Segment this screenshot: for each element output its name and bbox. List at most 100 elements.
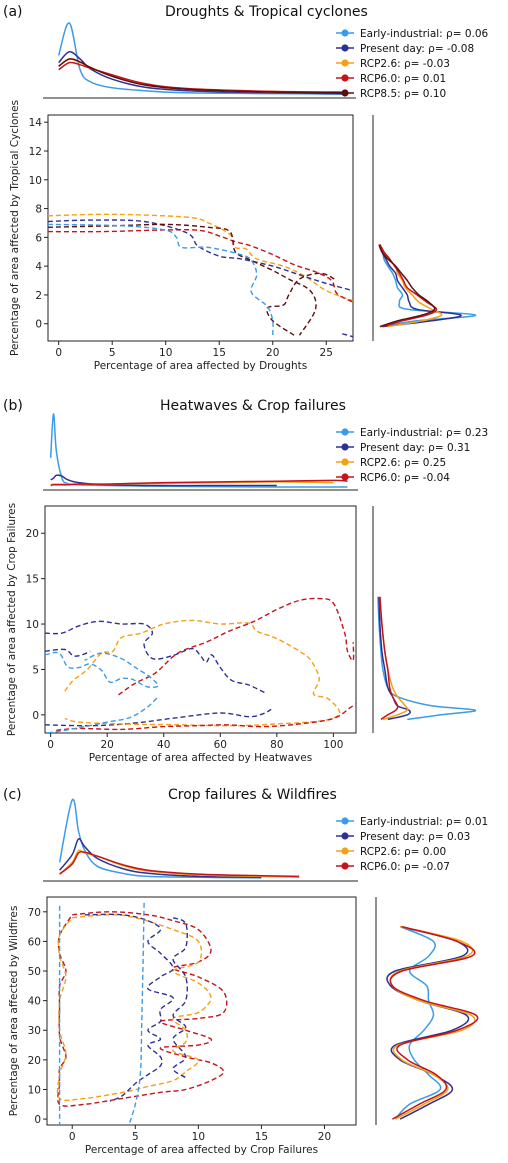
panel-title: Heatwaves & Crop failures — [160, 398, 346, 414]
y-tick-label: 20 — [26, 528, 39, 540]
contour-present — [45, 648, 91, 657]
x-tick-label: 80 — [270, 739, 283, 751]
y-tick-label: 20 — [28, 1055, 41, 1067]
main-plot-frame — [44, 505, 357, 734]
contour-present — [45, 708, 272, 727]
x-tick-label: 100 — [323, 739, 343, 751]
contour-present — [48, 219, 353, 292]
y-tick-label: 6 — [35, 232, 42, 244]
top-density-early — [57, 22, 348, 96]
y-tick-label: 12 — [29, 146, 42, 158]
contour-present — [84, 913, 174, 1102]
legend-marker-early — [341, 29, 349, 37]
legend-label-rcp26: RCP2.6: ρ= 0.25 — [360, 457, 446, 469]
y-tick-label: 8 — [35, 204, 42, 216]
y-axis-label: Percentage of area affected by Wildfires — [8, 906, 20, 1117]
contour-rcp85 — [48, 223, 317, 336]
y-tick-label: 10 — [28, 1084, 41, 1096]
top-density-early — [49, 413, 348, 488]
contour-rcp26 — [48, 213, 353, 302]
x-tick-label: 20 — [266, 347, 279, 359]
legend-label-rcp60: RCP6.0: ρ= -0.07 — [360, 861, 450, 873]
legend-label-rcp60: RCP6.0: ρ= -0.04 — [360, 472, 450, 484]
x-tick-label: 15 — [213, 347, 226, 359]
panel-title: Crop failures & Wildfires — [168, 787, 337, 803]
y-tick-label: 5 — [32, 664, 39, 676]
y-tick-label: 10 — [29, 175, 42, 187]
right-density-rcp60 — [379, 244, 438, 328]
legend-label-early: Early-industrial: ρ= 0.01 — [360, 816, 488, 828]
contour-present — [342, 333, 353, 338]
x-tick-label: 20 — [101, 739, 114, 751]
y-tick-label: 10 — [26, 619, 39, 631]
y-tick-label: 0 — [34, 1114, 41, 1126]
legend-marker-rcp26 — [341, 847, 349, 855]
legend-label-rcp60: RCP6.0: ρ= 0.01 — [360, 73, 446, 85]
contour-rcp60 — [48, 228, 353, 303]
legend-marker-rcp60 — [341, 473, 349, 481]
top-density-present — [50, 474, 277, 487]
legend-label-rcp26: RCP2.6: ρ= -0.03 — [360, 58, 450, 70]
right-density-early — [377, 596, 477, 721]
top-density-present — [58, 51, 348, 95]
legend-marker-present — [341, 44, 349, 52]
x-axis-label: Percentage of area affected by Heatwaves — [89, 752, 312, 764]
y-tick-label: 0 — [32, 710, 39, 722]
right-density-early — [394, 925, 442, 1120]
contours — [48, 213, 353, 338]
contour-early — [47, 696, 159, 733]
contour-early — [128, 902, 145, 1125]
y-axis-label: Percentage of area affected by Crop Fail… — [6, 503, 18, 736]
contour-present — [172, 917, 188, 1079]
legend-marker-rcp26 — [341, 59, 349, 67]
x-tick-label: 10 — [159, 347, 172, 359]
panel-letter: (a) — [3, 4, 23, 20]
legend-label-present: Present day: ρ= 0.03 — [360, 831, 470, 843]
legend-marker-rcp85 — [341, 89, 349, 97]
y-tick-label: 60 — [28, 936, 41, 948]
y-tick-label: 70 — [28, 907, 41, 919]
right-density-present — [379, 244, 462, 328]
contours — [56, 902, 228, 1125]
x-tick-label: 0 — [47, 739, 54, 751]
x-tick-label: 0 — [69, 1131, 76, 1143]
legend-marker-rcp26 — [341, 458, 349, 466]
y-tick-label: 50 — [28, 966, 41, 978]
x-tick-label: 5 — [132, 1131, 139, 1143]
legend-label-present: Present day: ρ= -0.08 — [360, 43, 474, 55]
contour-early — [45, 651, 159, 689]
legend-label-present: Present day: ρ= 0.31 — [360, 442, 470, 454]
x-tick-label: 40 — [157, 739, 170, 751]
x-axis-label: Percentage of area affected by Droughts — [94, 360, 307, 372]
x-tick-label: 20 — [318, 1131, 331, 1143]
top-density-rcp60 — [50, 479, 348, 487]
panel-c: (c) Crop failures & Wildfires 0 5 10 15 20 0 10 2… — [3, 787, 488, 1156]
legend-marker-early — [341, 428, 349, 436]
x-tick-label: 10 — [192, 1131, 205, 1143]
legend-marker-rcp60 — [341, 862, 349, 870]
y-tick-label: 0 — [35, 319, 42, 331]
legend-label-early: Early-industrial: ρ= 0.23 — [360, 427, 488, 439]
contour-rcp26 — [64, 619, 341, 727]
y-tick-label: 40 — [28, 996, 41, 1008]
right-density-early — [379, 244, 477, 328]
right-density-rcp60 — [389, 925, 479, 1120]
contour-rcp26 — [56, 914, 212, 1102]
x-tick-label: 60 — [214, 739, 227, 751]
x-tick-label: 5 — [109, 347, 116, 359]
panel-letter: (b) — [3, 398, 23, 414]
main-plot-frame — [47, 114, 354, 342]
legend-marker-rcp60 — [341, 74, 349, 82]
contour-present — [45, 620, 266, 694]
legend-marker-present — [341, 443, 349, 451]
contour-rcp60 — [56, 703, 356, 731]
top-density-rcp85 — [58, 58, 348, 94]
right-density-present — [378, 596, 411, 721]
y-tick-label: 30 — [28, 1025, 41, 1037]
contour-rcp85 — [266, 272, 338, 336]
contour-early — [48, 223, 274, 336]
x-tick-label: 25 — [320, 347, 333, 359]
y-tick-label: 14 — [29, 117, 43, 129]
